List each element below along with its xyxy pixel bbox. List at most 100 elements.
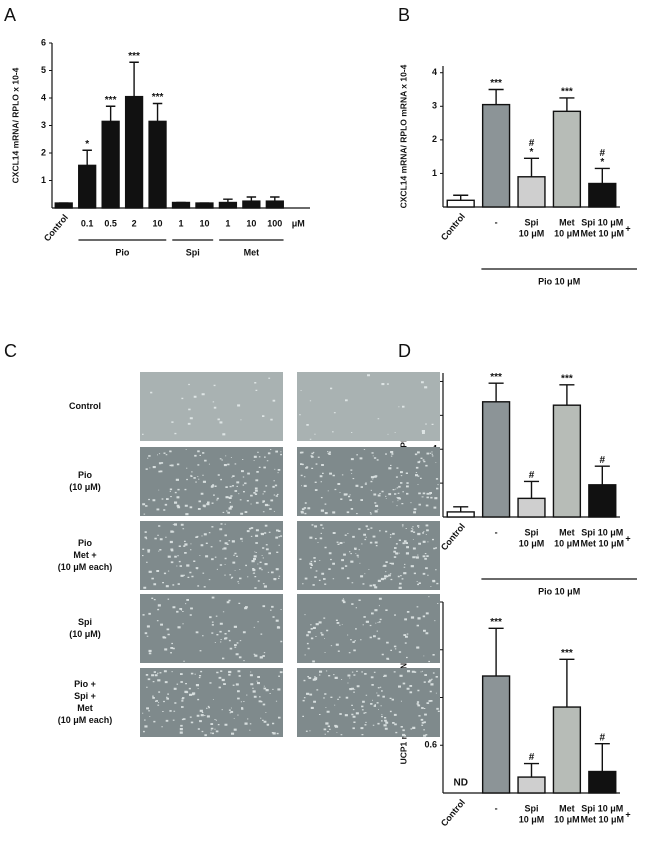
error-bar [223,198,233,203]
significance-label: *** [128,51,140,62]
bar [218,201,238,209]
error-bar [453,194,469,201]
bar [588,182,617,208]
bar [481,103,511,208]
x-tick-label: Control [42,212,70,243]
x-tick-label: 1 [225,218,230,228]
bar [588,484,617,518]
panel-letter: B [398,5,410,25]
bar [552,706,582,794]
row-label: Spi [78,617,92,627]
error-bar [559,97,575,112]
row-label: Pio [78,470,93,480]
micrograph [297,372,440,441]
x-tick-label: 10 μM [519,228,545,238]
error-bar [488,627,504,677]
micrograph [140,447,283,516]
bar [481,401,511,518]
y-tick-label: 2 [432,134,437,144]
row-label: Met [77,703,93,713]
x-tick-label: Control [439,797,467,828]
bar [124,95,144,209]
y-axis-label: CXCL14 mRNA/ RPLO x 10-4 [10,67,20,183]
x-tick-label: Met 10 μM [581,538,625,548]
x-tick-label: Met [559,803,575,813]
x-tick-label: Spi [524,527,538,537]
error-bar [129,61,139,97]
row-label: (10 μM each) [58,715,113,725]
error-bar [270,196,280,202]
row-label: Met + [73,550,96,560]
x-tick-label: 10 [153,218,163,228]
group-label: Met [244,247,260,257]
panel-letter: C [4,341,17,361]
unit-label: μM [292,218,305,228]
significance-label: * [600,157,604,168]
error-bar [559,384,575,406]
error-bar [488,88,504,105]
y-tick-label: 2 [41,147,46,157]
suffix-label: + [625,223,630,233]
micrograph-texture [299,524,439,589]
error-bar [523,480,540,499]
group-label: Pio 10 μM [538,276,580,286]
row-label: Control [69,401,101,411]
error-bar [488,382,504,402]
error-bar [594,742,610,772]
error-bar [453,506,469,512]
x-tick-label: 10 μM [554,228,580,238]
x-tick-label: 1 [178,218,183,228]
y-axis-label: CXCL14 mRNA/ RPLO mRNA x 10-4 [398,64,408,208]
error-bar [152,102,163,122]
bar [195,202,214,209]
group-label: Pio 10 μM [538,586,580,596]
bar [481,675,511,794]
micrograph [297,594,440,663]
micrograph [140,372,283,441]
significance-label: # [529,138,535,149]
x-tick-label: Met 10 μM [581,228,625,238]
x-tick-label: 10 μM [519,814,545,824]
row-label: Spi + [74,691,96,701]
bar [588,770,617,794]
y-tick-label: 0.6 [424,740,437,750]
bar [78,164,97,209]
micrograph [297,668,440,737]
group-label: Spi [186,247,200,257]
significance-label: * [85,139,89,150]
x-tick-label: - [495,527,498,537]
panel-letter: A [4,5,16,25]
x-tick-label: 10 μM [519,538,545,548]
micrograph [140,594,283,663]
x-tick-label: Spi 10 μM [581,217,623,227]
y-tick-label: 3 [432,101,437,111]
significance-label: *** [490,617,502,628]
x-tick-label: 10 μM [554,538,580,548]
bar [101,120,120,209]
row-label: (10 μM) [69,629,101,639]
significance-label: # [600,732,606,743]
y-tick-label: 1 [41,175,46,185]
micrograph [297,521,440,590]
y-tick-label: 6 [41,37,46,47]
bar [446,199,475,208]
row-label: Pio + [74,679,96,689]
x-tick-label: 2 [132,218,137,228]
row-label: Pio [78,538,93,548]
significance-label: *** [490,78,502,89]
bar [517,176,546,208]
bar [148,120,167,209]
significance-label: *** [561,373,573,384]
significance-label: *** [561,87,573,98]
x-tick-label: 100 [267,218,282,228]
bar [265,200,284,209]
significance-label: *** [152,92,164,103]
x-tick-label: Met 10 μM [581,814,625,824]
row-label: (10 μM) [69,482,101,492]
x-tick-label: Spi 10 μM [581,527,623,537]
bar [242,200,261,209]
x-tick-label: Spi 10 μM [581,803,623,813]
panel-letter: D [398,341,411,361]
